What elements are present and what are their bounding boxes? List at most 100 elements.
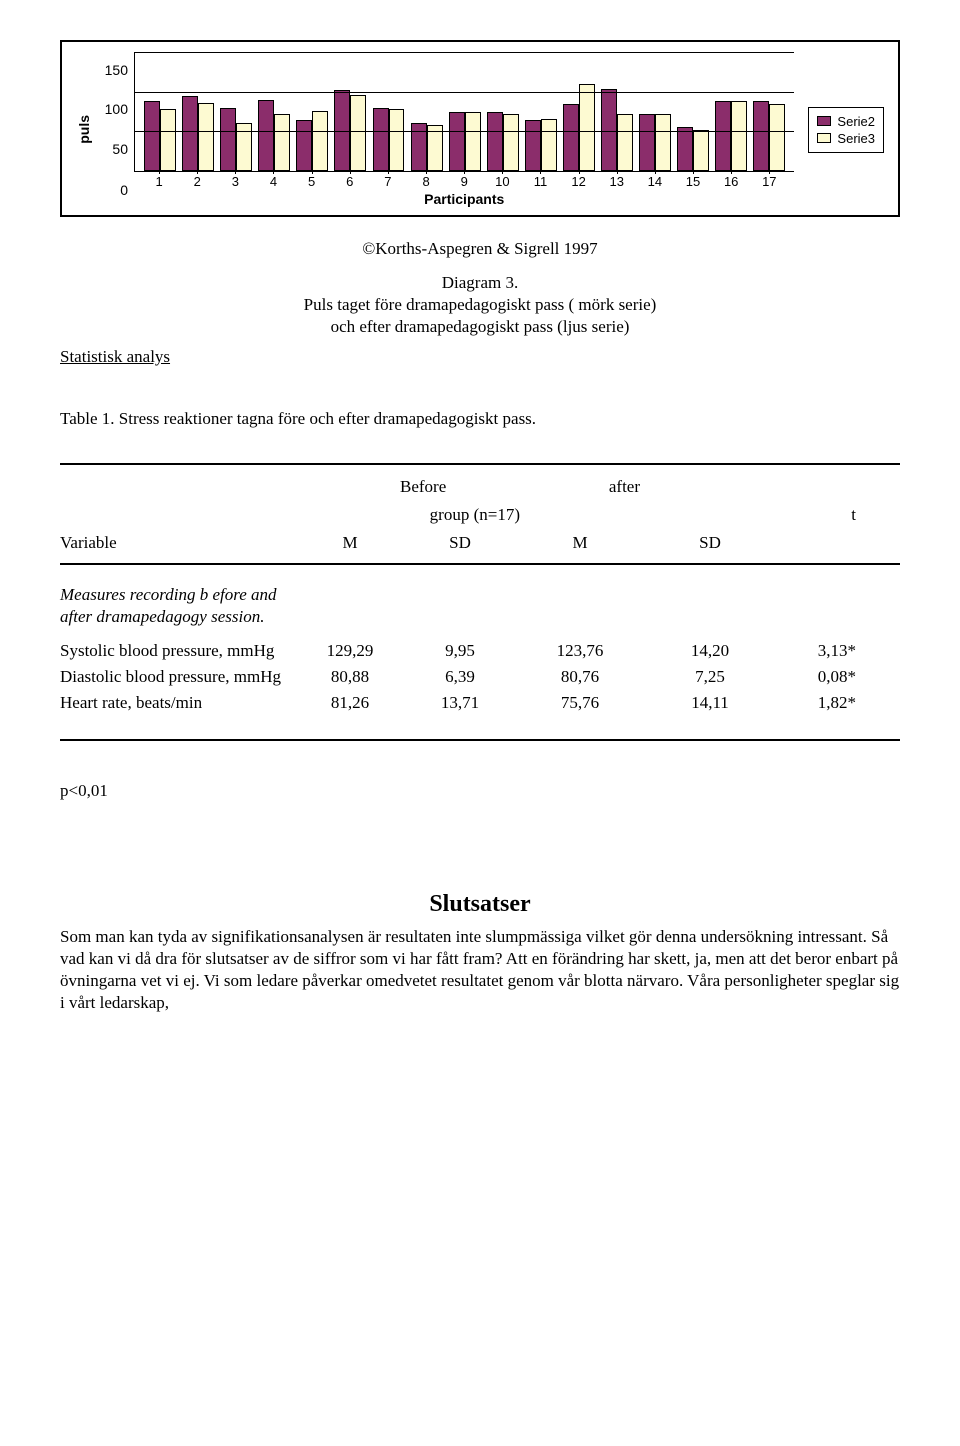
xtick-label: 7 [369, 174, 407, 189]
table-bottom-rule [60, 739, 900, 741]
cell-sd-after: 14,20 [640, 641, 780, 661]
measures-subtitle-2: after dramapedagogy session. [60, 607, 900, 627]
bars-layer [135, 52, 794, 171]
xtick-label: 8 [407, 174, 445, 189]
xtick-label: 13 [598, 174, 636, 189]
cell-sd-before: 9,95 [400, 641, 520, 661]
bar-serie3 [769, 104, 785, 171]
bar-serie2 [753, 101, 769, 171]
legend-label: Serie3 [837, 131, 875, 146]
xtick-label: 15 [674, 174, 712, 189]
bar-group [217, 52, 255, 171]
measures-subtitle-1: Measures recording b efore and [60, 585, 900, 605]
cell-variable: Systolic blood pressure, mmHg [60, 641, 300, 661]
bar-group [446, 52, 484, 171]
bar-group [141, 52, 179, 171]
cell-m-before: 81,26 [300, 693, 400, 713]
cell-t: 1,82* [780, 693, 860, 713]
y-axis-label: puls [76, 115, 92, 144]
plot-area [134, 52, 794, 172]
xtick-label: 6 [331, 174, 369, 189]
legend-item: Serie3 [817, 131, 875, 146]
xtick-label: 3 [216, 174, 254, 189]
header-group: group (n=17) [400, 505, 520, 525]
bar-serie2 [296, 120, 312, 171]
results-table: Before after group (n=17) t Variable M S… [60, 463, 900, 741]
bar-serie2 [220, 108, 236, 171]
header-sd-after: SD [640, 533, 780, 553]
ytick-label: 0 [120, 182, 134, 198]
ytick-label: 150 [105, 62, 134, 78]
header-before: Before [400, 477, 520, 497]
bar-serie3 [731, 101, 747, 171]
cell-m-before: 129,29 [300, 641, 400, 661]
cell-m-after: 80,76 [520, 667, 640, 687]
table-row: Heart rate, beats/min81,2613,7175,7614,1… [60, 693, 900, 713]
bar-serie2 [639, 114, 655, 171]
bar-group [369, 52, 407, 171]
header-variable: Variable [60, 533, 300, 553]
ytick-label: 100 [105, 101, 134, 117]
bar-group [255, 52, 293, 171]
header-m-before: M [300, 533, 400, 553]
gridline [135, 131, 794, 132]
bar-serie3 [579, 84, 595, 171]
legend-label: Serie2 [837, 114, 875, 129]
x-axis-label: Participants [134, 191, 794, 207]
xtick-label: 2 [178, 174, 216, 189]
chart-row: puls 050100150 1234567891011121314151617… [76, 52, 884, 207]
bar-serie2 [715, 101, 731, 171]
bar-group [598, 52, 636, 171]
table-header: Before after group (n=17) t Variable M S… [60, 465, 900, 563]
ytick-label: 50 [112, 141, 134, 157]
bar-serie2 [373, 108, 389, 171]
table-row: Diastolic blood pressure, mmHg80,886,398… [60, 667, 900, 687]
xtick-label: 11 [521, 174, 559, 189]
bar-group [293, 52, 331, 171]
bar-serie3 [198, 103, 214, 171]
bar-group [674, 52, 712, 171]
bar-serie2 [525, 120, 541, 171]
gridline [135, 92, 794, 93]
bar-group [331, 52, 369, 171]
bar-serie3 [389, 109, 405, 171]
bar-serie3 [274, 114, 290, 171]
table-caption: Table 1. Stress reaktioner tagna före oc… [60, 409, 900, 429]
cell-variable: Heart rate, beats/min [60, 693, 300, 713]
xtick-label: 9 [445, 174, 483, 189]
bar-serie3 [655, 114, 671, 171]
bar-serie3 [617, 114, 633, 171]
cell-m-after: 75,76 [520, 693, 640, 713]
figure-title: Diagram 3. [60, 273, 900, 293]
bar-serie2 [677, 127, 693, 171]
plot-grid: 1234567891011121314151617 Participants [134, 52, 794, 207]
legend-swatch [817, 133, 831, 143]
xtick-label: 12 [560, 174, 598, 189]
bar-serie3 [160, 109, 176, 171]
bar-serie2 [563, 104, 579, 171]
xtick-label: 1 [140, 174, 178, 189]
xtick-label: 14 [636, 174, 674, 189]
bar-group [560, 52, 598, 171]
header-after: after [520, 477, 640, 497]
cell-t: 3,13* [780, 641, 860, 661]
xtick-label: 4 [254, 174, 292, 189]
xtick-label: 16 [712, 174, 750, 189]
bar-group [522, 52, 560, 171]
header-sd-before: SD [400, 533, 520, 553]
xtick-label: 5 [293, 174, 331, 189]
bar-serie3 [693, 130, 709, 171]
bar-serie3 [312, 111, 328, 171]
header-m-after: M [520, 533, 640, 553]
bar-serie3 [541, 119, 557, 171]
xtick-label: 10 [483, 174, 521, 189]
conclusions-heading: Slutsatser [60, 891, 900, 918]
bar-group [484, 52, 522, 171]
copyright-text: ©Korths-Aspegren & Sigrell 1997 [60, 239, 900, 259]
x-ticks: 1234567891011121314151617 [134, 172, 794, 189]
cell-sd-before: 13,71 [400, 693, 520, 713]
cell-sd-after: 14,11 [640, 693, 780, 713]
legend-swatch [817, 116, 831, 126]
legend-item: Serie2 [817, 114, 875, 129]
cell-sd-before: 6,39 [400, 667, 520, 687]
